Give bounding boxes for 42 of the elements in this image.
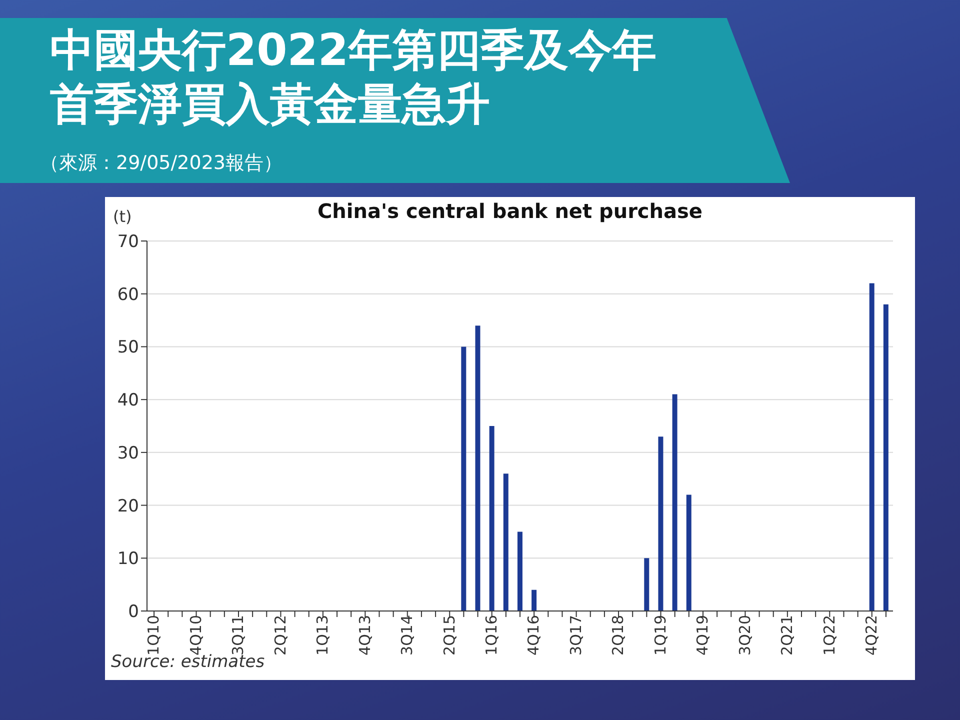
x-tick-label: 4Q16 <box>524 615 543 656</box>
x-tick-label: 4Q22 <box>862 615 881 656</box>
x-tick-label: 1Q19 <box>651 615 670 656</box>
y-tick-label: 70 <box>117 232 139 252</box>
x-tick-label: 4Q10 <box>186 615 205 656</box>
y-tick-label: 40 <box>117 390 139 411</box>
bar <box>658 436 664 611</box>
x-tick-label: 2Q15 <box>440 615 458 656</box>
bar <box>883 304 888 611</box>
x-tick-label: 1Q13 <box>314 615 332 656</box>
x-tick-label: 4Q19 <box>694 615 712 656</box>
bar <box>644 558 650 611</box>
y-axis-title: (t) <box>113 207 132 226</box>
x-tick-label: 1Q16 <box>482 615 500 656</box>
bar <box>672 394 678 611</box>
bar <box>461 346 466 611</box>
bar <box>686 494 692 611</box>
bar <box>869 283 874 611</box>
y-tick-label: 20 <box>117 496 139 516</box>
x-tick-label: 1Q10 <box>144 615 163 656</box>
x-tick-label: 2Q21 <box>778 615 796 656</box>
bar <box>503 474 508 611</box>
x-tick-label: 3Q20 <box>736 615 754 656</box>
bar <box>475 326 480 611</box>
chart-subtitle: （來源：29/05/2023報告） <box>40 151 283 176</box>
y-tick-label: 50 <box>117 338 139 358</box>
x-tick-label: 3Q14 <box>398 615 416 656</box>
x-tick-label: 3Q17 <box>566 615 585 656</box>
bar <box>532 590 537 611</box>
bar <box>489 426 494 611</box>
x-tick-label: 1Q22 <box>820 615 838 656</box>
bar <box>517 532 522 611</box>
y-tick-label: 60 <box>117 284 139 305</box>
y-tick-label: 0 <box>128 602 139 622</box>
y-tick-label: 30 <box>117 443 139 464</box>
x-tick-label: 3Q11 <box>229 615 248 656</box>
text: China's central bank net purchase <box>317 199 702 223</box>
x-tick-label: 2Q18 <box>609 615 628 656</box>
y-tick-label: 10 <box>117 549 139 570</box>
x-tick-label: 2Q12 <box>271 615 290 656</box>
chart-title: 中國央行2022年第四季及今年首季淨買入黃金量急升 <box>50 24 658 132</box>
x-tick-label: 4Q13 <box>356 615 374 656</box>
